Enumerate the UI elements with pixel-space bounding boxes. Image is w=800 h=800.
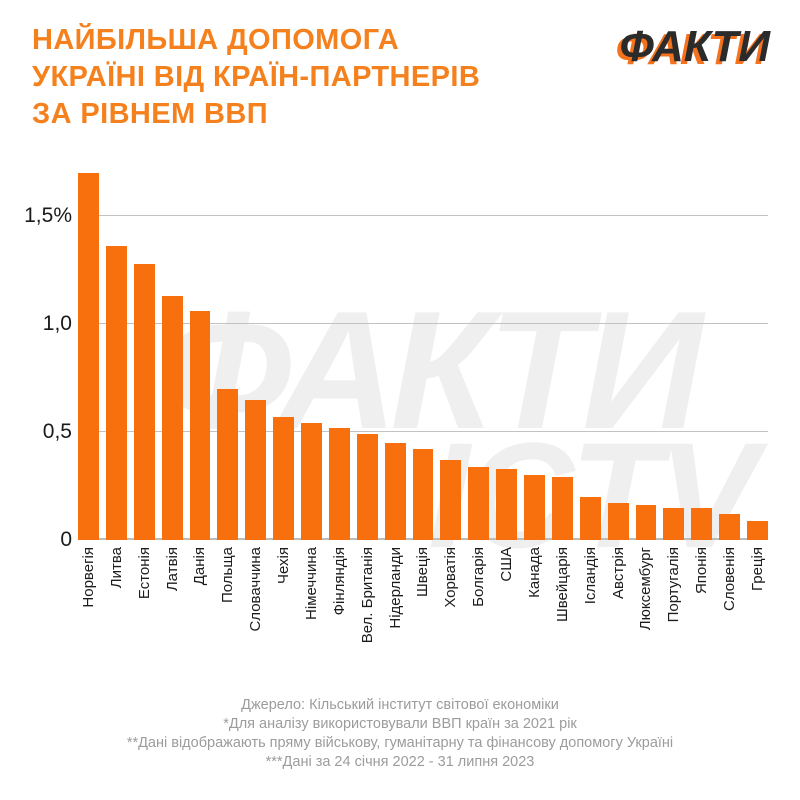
x-tick-label: Фінляндія [330,547,348,616]
bar-Німеччина [301,423,322,540]
x-label-slot: США [496,547,517,687]
x-tick-label: Хорватія [442,547,460,608]
x-label-slot: Німеччина [301,547,322,687]
bar-Польща [217,388,239,540]
bar-Австрія [607,503,629,540]
x-label-slot: Канада [524,547,545,687]
note-line-1: *Для аналізу використовували ВВП країн з… [223,716,577,732]
bar-Швейцарія [551,477,573,540]
bar-Фінляндія [328,427,350,540]
x-label-slot: Словаччина [245,547,266,687]
x-label-slot: Швейцарія [552,547,573,687]
note-line-3: ***Дані за 24 січня 2022 - 31 липня 2023 [265,754,535,770]
x-label-slot: Вел. Британія [357,547,378,687]
x-label-slot: Австрія [608,547,629,687]
bar-Естонія [133,263,155,540]
bar-Португалія [663,507,685,540]
bar-Люксембург [635,505,657,540]
x-label-slot: Хорватія [440,547,461,687]
title-line-2: УКРАЇНІ ВІД КРАЇН-ПАРТНЕРІВ [32,61,481,93]
y-tick-label: 0 [60,528,72,551]
x-label-slot: Люксембург [636,547,657,687]
gridline-1.0 [78,323,768,324]
bar-Болгарія [468,466,490,540]
bar-США [496,468,517,540]
x-tick-label: Польща [219,547,237,604]
x-tick-label: Греція [748,547,766,592]
y-tick-label: 1,5% [24,204,72,227]
bar-Вел. Британія [356,434,378,540]
x-tick-label: Японія [693,547,711,595]
x-label-slot: Фінляндія [329,547,350,687]
gdp-aid-bar-chart [78,162,768,540]
bar-Канада [524,475,545,540]
x-label-slot: Норвегія [78,547,99,687]
x-label-slot: Польща [217,547,238,687]
x-label-slot: Словенія [719,547,740,687]
bar-Чехія [273,416,294,540]
x-tick-label: Латвія [163,547,181,592]
x-tick-label: Швейцарія [553,547,571,622]
bar-Ісландія [579,496,601,540]
bar-Греція [747,520,768,540]
source-line: Джерело: Кільський інститут світової еко… [241,697,559,713]
bar-Норвегія [78,172,99,540]
x-tick-label: Німеччина [302,547,320,620]
gridline-0.5 [78,431,768,432]
y-tick-label: 1,0 [42,312,72,335]
x-label-slot: Швеція [413,547,434,687]
bar-Японія [691,507,713,540]
note-line-2: **Дані відображають пряму військову, гум… [126,735,674,751]
bar-Хорватія [440,460,462,540]
x-tick-label: Норвегія [79,547,97,608]
x-tick-label: Вел. Британія [358,547,376,644]
x-label-slot: Естонія [134,547,155,687]
x-label-slot: Болгарія [468,547,489,687]
x-label-slot: Чехія [273,547,294,687]
x-label-slot: Японія [691,547,712,687]
x-label-slot: Португалія [663,547,684,687]
page-title: НАЙБІЛЬША ДОПОМОГА УКРАЇНІ ВІД КРАЇН-ПАР… [32,22,480,133]
x-tick-label: Чехія [275,547,293,584]
x-tick-label: Швеція [414,547,432,597]
bar-Литва [105,246,127,540]
bar-Швеція [412,449,434,540]
y-axis: 1,5% 1,0 0,5 0 [0,162,72,551]
x-tick-label: Португалія [665,547,683,623]
y-tick-label: 0,5 [42,420,72,443]
x-tick-label: Естонія [135,547,153,600]
bar-Латвія [161,295,183,540]
x-tick-label: Нідерланди [386,547,404,629]
bar-Данія [189,311,211,540]
x-tick-label: Литва [107,547,125,589]
title-line-1: НАЙБІЛЬША ДОПОМОГА [32,24,400,56]
x-label-slot: Литва [106,547,127,687]
fakty-logo: ФАКТИ [619,22,770,71]
bar-Нідерланди [384,442,406,540]
x-label-slot: Нідерланди [385,547,406,687]
bar-Словаччина [245,399,267,540]
x-tick-label: Люксембург [637,547,655,631]
bar-Словенія [719,514,740,540]
x-axis-labels: Норвегія Литва Естонія Латвія Данія Польща Сло… [78,547,768,687]
bars-container [78,162,768,540]
title-line-3: ЗА РІВНЕМ ВВП [32,98,268,130]
x-tick-label: США [498,547,516,582]
x-label-slot: Греція [747,547,768,687]
x-label-slot: Ісландія [580,547,601,687]
x-label-slot: Данія [190,547,211,687]
x-tick-label: Ісландія [581,547,599,605]
x-tick-label: Словаччина [247,547,265,632]
x-tick-label: Словенія [721,547,739,611]
x-label-slot: Латвія [162,547,183,687]
source-notes: Джерело: Кільський інститут світової еко… [0,696,800,772]
gridline-1.5% [78,215,768,216]
x-tick-label: Австрія [609,547,627,599]
x-tick-label: Болгарія [470,547,488,607]
x-tick-label: Канада [525,547,543,598]
x-tick-label: Данія [191,547,209,586]
